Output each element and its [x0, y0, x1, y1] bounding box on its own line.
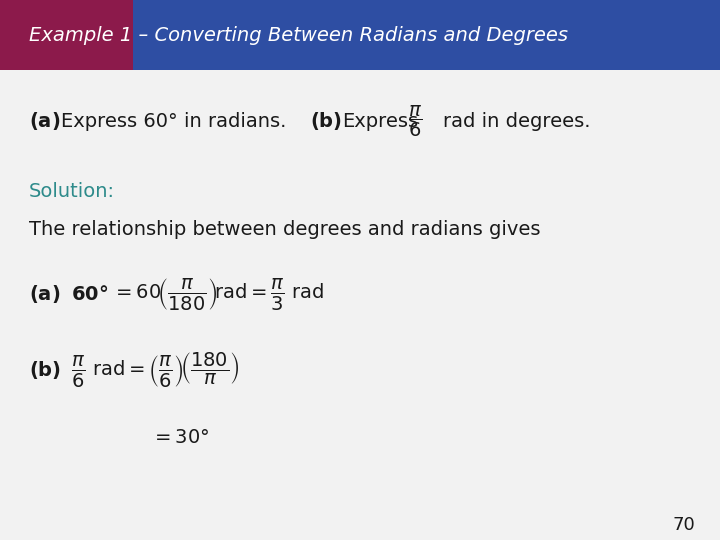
Text: $\mathbf{(b)}$: $\mathbf{(b)}$ [310, 111, 342, 132]
Text: Express 60° in radians.: Express 60° in radians. [61, 112, 287, 131]
Text: $\dfrac{\pi}{6}\ \mathrm{rad} = \left(\dfrac{\pi}{6}\right)\!\left(\dfrac{180}{\: $\dfrac{\pi}{6}\ \mathrm{rad} = \left(\d… [71, 350, 239, 389]
Text: Express: Express [342, 112, 418, 131]
Text: rad in degrees.: rad in degrees. [443, 112, 590, 131]
Text: $\mathbf{(a)}$: $\mathbf{(a)}$ [29, 111, 60, 132]
Bar [133, 0, 720, 70]
Text: $\mathbf{60°}$: $\mathbf{60°}$ [71, 285, 108, 304]
Text: 70: 70 [672, 516, 695, 534]
Text: $= 30°$: $= 30°$ [151, 428, 210, 447]
Text: $= 60\!\left(\dfrac{\pi}{180}\right)\!\mathrm{rad} = \dfrac{\pi}{3}\ \mathrm{rad: $= 60\!\left(\dfrac{\pi}{180}\right)\!\m… [112, 276, 324, 312]
Text: $\mathbf{(a)}$: $\mathbf{(a)}$ [29, 284, 60, 305]
Text: Solution:: Solution: [29, 182, 114, 201]
Text: $\dfrac{\pi}{6}$: $\dfrac{\pi}{6}$ [408, 104, 423, 139]
Text: Example 1 – Converting Between Radians and Degrees: Example 1 – Converting Between Radians a… [29, 25, 568, 45]
Text: The relationship between degrees and radians gives: The relationship between degrees and rad… [29, 220, 540, 239]
Bar [0, 0, 133, 70]
Text: $\mathbf{(b)}$: $\mathbf{(b)}$ [29, 359, 61, 381]
